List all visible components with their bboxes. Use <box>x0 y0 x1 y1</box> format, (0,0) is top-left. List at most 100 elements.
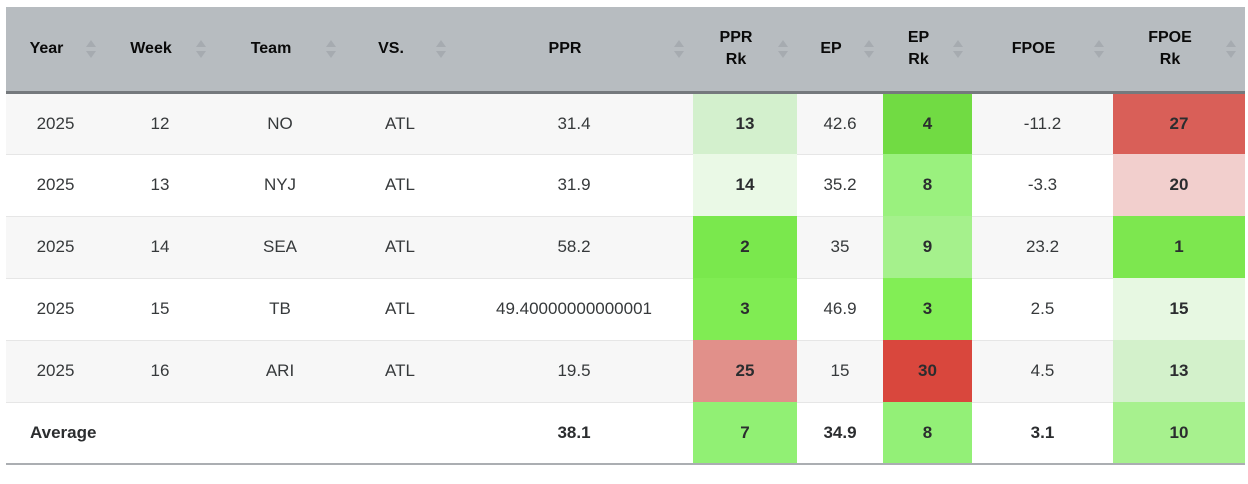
cell-ep_rk: 8 <box>883 154 972 216</box>
sort-arrows[interactable] <box>1226 39 1236 58</box>
sort-ascending-icon <box>1094 39 1104 47</box>
sort-ascending-icon <box>778 39 788 47</box>
cell-ep_rk: 8 <box>883 402 972 465</box>
cell-year: 2025 <box>6 340 105 403</box>
sort-ascending-icon <box>436 39 446 47</box>
cell-ep_rk: 4 <box>883 92 972 154</box>
sort-arrows[interactable] <box>778 39 788 58</box>
cell-team: SEA <box>215 216 345 279</box>
cell-vs: ATL <box>345 216 455 279</box>
column-header-vs[interactable]: VS. <box>345 7 455 94</box>
cell-vs: ATL <box>345 154 455 217</box>
cell-ppr_rk: 14 <box>693 154 797 216</box>
average-row-label: Average <box>6 402 105 465</box>
cell-year: 2025 <box>6 154 105 217</box>
sort-descending-icon <box>674 50 684 58</box>
sort-descending-icon <box>326 50 336 58</box>
cell-ep_rk: 30 <box>883 340 972 402</box>
sort-descending-icon <box>436 50 446 58</box>
cell-week <box>105 402 215 465</box>
table-row: 2025 15 TB ATL 49.40000000000001 3 46.9 3 2.5 15 <box>6 278 1245 341</box>
column-header-ppr[interactable]: PPR <box>455 7 693 94</box>
column-label: Year <box>29 39 64 57</box>
table-row: 2025 14 SEA ATL 58.2 2 35 9 23.2 1 <box>6 216 1245 279</box>
cell-year: 2025 <box>6 278 105 341</box>
cell-fpoe: 23.2 <box>972 216 1113 279</box>
sort-ascending-icon <box>1226 39 1236 47</box>
sort-ascending-icon <box>326 39 336 47</box>
sort-arrows[interactable] <box>864 39 874 58</box>
cell-fpoe_rk: 20 <box>1113 154 1245 216</box>
cell-ep: 35 <box>797 216 883 279</box>
column-header-ep[interactable]: EP <box>797 7 883 94</box>
column-label: PPR Rk <box>719 29 753 68</box>
column-header-team[interactable]: Team <box>215 7 345 94</box>
sort-arrows[interactable] <box>86 39 96 58</box>
cell-ppr_rk: 25 <box>693 340 797 402</box>
sort-ascending-icon <box>864 39 874 47</box>
sort-ascending-icon <box>196 39 206 47</box>
sort-descending-icon <box>86 50 96 58</box>
column-header-ppr_rk[interactable]: PPR Rk <box>693 7 797 94</box>
sort-arrows[interactable] <box>1094 39 1104 58</box>
sort-arrows[interactable] <box>196 39 206 58</box>
column-header-week[interactable]: Week <box>105 7 215 94</box>
column-header-fpoe_rk[interactable]: FPOE Rk <box>1113 7 1245 94</box>
sort-ascending-icon <box>674 39 684 47</box>
column-label: FPOE <box>1011 39 1056 57</box>
sort-descending-icon <box>1226 50 1236 58</box>
cell-ep: 15 <box>797 340 883 403</box>
stats-table-container: Year Week Team VS. PPR PPR Rk EP EP Rk FPOE FPOE Rk … <box>6 7 1245 465</box>
cell-year: 2025 <box>6 216 105 279</box>
cell-week: 16 <box>105 340 215 403</box>
cell-week: 13 <box>105 154 215 217</box>
cell-ppr: 49.40000000000001 <box>455 278 693 341</box>
cell-vs: ATL <box>345 278 455 341</box>
cell-vs <box>345 402 455 465</box>
sort-ascending-icon <box>86 39 96 47</box>
sort-arrows[interactable] <box>953 39 963 58</box>
table-row: 2025 16 ARI ATL 19.5 25 15 30 4.5 13 <box>6 340 1245 403</box>
column-header-ep_rk[interactable]: EP Rk <box>883 7 972 94</box>
cell-fpoe_rk: 1 <box>1113 216 1245 278</box>
cell-fpoe: -3.3 <box>972 154 1113 217</box>
table-header: Year Week Team VS. PPR PPR Rk EP EP Rk FPOE FPOE Rk <box>6 7 1245 94</box>
column-label: EP <box>820 39 842 57</box>
sort-descending-icon <box>953 50 963 58</box>
cell-fpoe: 2.5 <box>972 278 1113 341</box>
cell-week: 14 <box>105 216 215 279</box>
cell-team: NYJ <box>215 154 345 217</box>
cell-ep: 35.2 <box>797 154 883 217</box>
sort-arrows[interactable] <box>326 39 336 58</box>
cell-ppr: 19.5 <box>455 340 693 403</box>
cell-team: NO <box>215 92 345 155</box>
cell-ppr_rk: 3 <box>693 278 797 340</box>
table-row: 2025 12 NO ATL 31.4 13 42.6 4 -11.2 27 <box>6 92 1245 155</box>
cell-fpoe_rk: 15 <box>1113 278 1245 340</box>
column-header-fpoe[interactable]: FPOE <box>972 7 1113 94</box>
cell-ep_rk: 3 <box>883 278 972 340</box>
cell-fpoe: 4.5 <box>972 340 1113 403</box>
cell-ppr: 38.1 <box>455 402 693 465</box>
sort-descending-icon <box>1094 50 1104 58</box>
cell-vs: ATL <box>345 92 455 155</box>
sort-descending-icon <box>864 50 874 58</box>
cell-vs: ATL <box>345 340 455 403</box>
cell-ppr: 31.9 <box>455 154 693 217</box>
column-label: Week <box>130 39 172 57</box>
header-row: Year Week Team VS. PPR PPR Rk EP EP Rk FPOE FPOE Rk <box>6 7 1245 94</box>
cell-ppr: 31.4 <box>455 92 693 155</box>
cell-week: 12 <box>105 92 215 155</box>
cell-ep_rk: 9 <box>883 216 972 278</box>
cell-ppr_rk: 13 <box>693 92 797 154</box>
sort-arrows[interactable] <box>674 39 684 58</box>
average-row: Average 38.1 7 34.9 8 3.1 10 <box>6 402 1245 465</box>
cell-ep: 34.9 <box>797 402 883 465</box>
cell-team: ARI <box>215 340 345 403</box>
cell-ppr_rk: 2 <box>693 216 797 278</box>
sort-arrows[interactable] <box>436 39 446 58</box>
cell-ep: 42.6 <box>797 92 883 155</box>
column-label: VS. <box>378 39 404 57</box>
sort-descending-icon <box>196 50 206 58</box>
column-header-year[interactable]: Year <box>6 7 105 94</box>
